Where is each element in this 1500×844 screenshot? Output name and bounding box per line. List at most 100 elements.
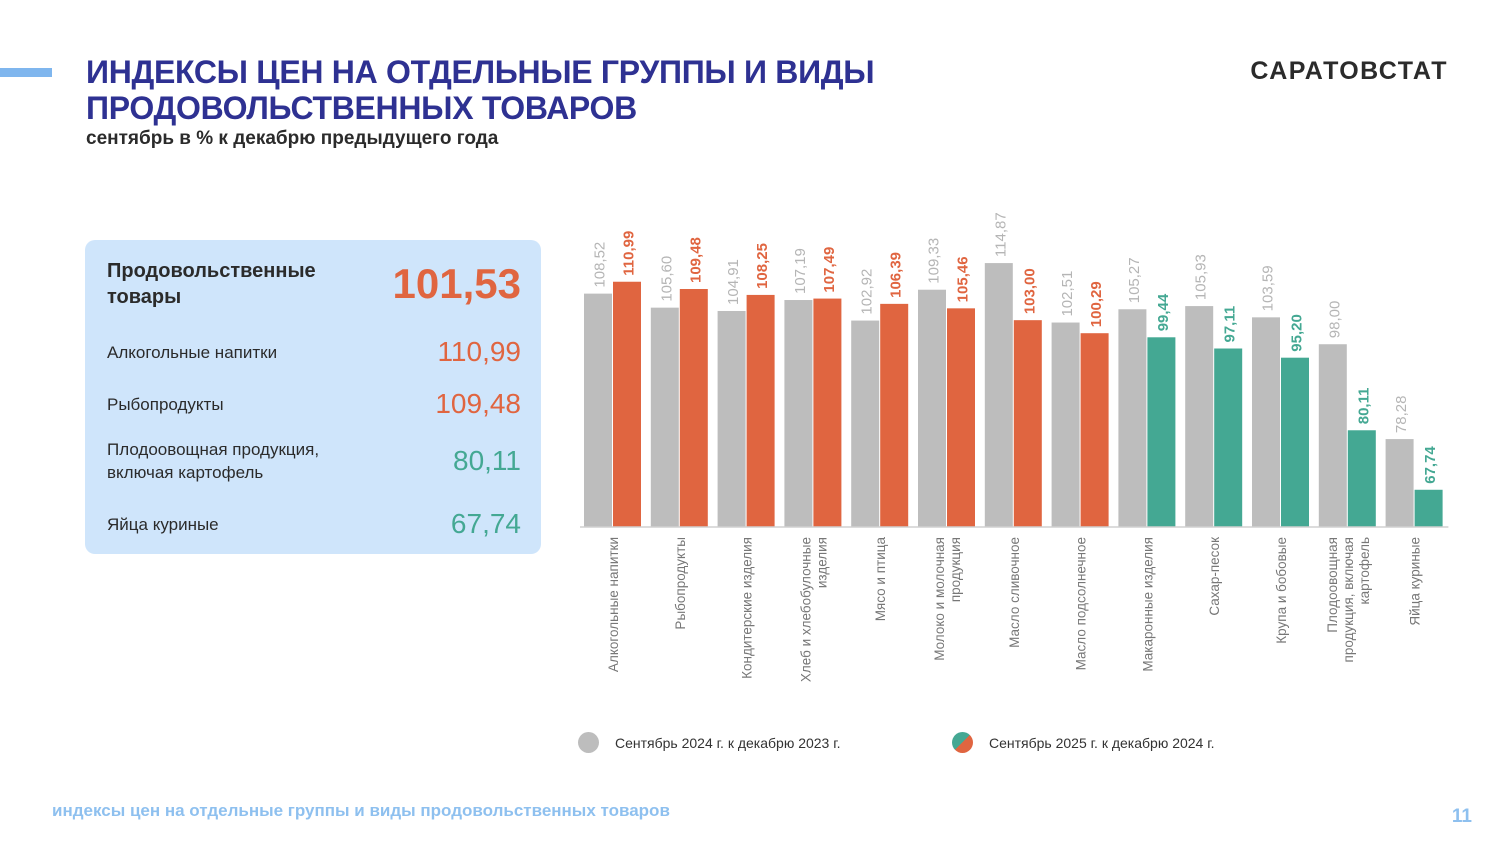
- data-label-2025: 99,44: [1155, 293, 1172, 331]
- category-label: Алкогольные напитки: [606, 537, 621, 672]
- summary-row-value: 110,99: [437, 336, 521, 367]
- category-label: Рыбопродукты: [673, 537, 688, 630]
- summary-row: Алкогольные напитки 110,99: [107, 336, 521, 368]
- bar-2025: [813, 298, 842, 527]
- bar-2025: [746, 294, 775, 527]
- category-label: Яйца куриные: [1408, 537, 1423, 626]
- bar-2025: [1013, 320, 1042, 527]
- summary-main-label-line2: товары: [107, 286, 182, 308]
- category-label: Мясо и птица: [873, 537, 888, 622]
- category-label: Макаронные изделия: [1140, 537, 1155, 672]
- category-label: Сахар-песок: [1207, 537, 1222, 616]
- data-label-2025: 100,29: [1088, 281, 1105, 327]
- summary-row: Рыбопродукты 109,48: [107, 388, 521, 420]
- bar-2024: [984, 263, 1013, 527]
- data-label-2024: 105,60: [658, 256, 675, 302]
- summary-panel: Продовольственные товары 101,53 Алкоголь…: [85, 240, 541, 554]
- data-label-2024: 103,59: [1260, 265, 1277, 311]
- category-label: Молоко и молочная: [932, 537, 947, 661]
- bar-2025: [1147, 337, 1176, 527]
- data-label-2025: 103,00: [1021, 268, 1038, 314]
- legend-item-2025: Сентябрь 2025 г. к декабрю 2024 г.: [952, 732, 1215, 753]
- category-label: Хлеб и хлебобулочные: [798, 537, 813, 682]
- legend-label-2025: Сентябрь 2025 г. к декабрю 2024 г.: [989, 734, 1215, 751]
- bar-2025: [947, 308, 975, 527]
- category-label: Кондитерские изделия: [740, 537, 755, 679]
- bar-2025: [679, 289, 708, 527]
- accent-bar: [0, 68, 52, 77]
- bar-2024: [717, 310, 746, 527]
- bar-2024: [784, 300, 813, 527]
- summary-main-row: Продовольственные товары 101,53: [107, 258, 521, 310]
- bar-chart: 108,52 110,99 Алкогольные напитки 105,60 109…: [580, 212, 1449, 682]
- summary-main-label: Продовольственные товары: [107, 258, 316, 310]
- bar-2024: [1385, 439, 1414, 527]
- summary-row-label-line2: включая картофель: [107, 463, 264, 482]
- bar-2024: [1185, 306, 1214, 527]
- summary-row-label: Яйца куриные: [107, 514, 219, 534]
- bar-2024: [1252, 317, 1280, 527]
- data-label-2025: 109,48: [687, 237, 704, 283]
- legend-label-2024: Сентябрь 2024 г. к декабрю 2023 г.: [615, 734, 841, 751]
- category-label: продукция: [948, 537, 963, 602]
- bar-2024: [1318, 344, 1347, 527]
- data-label-2025: 107,49: [821, 247, 838, 293]
- data-label-2025: 95,20: [1289, 314, 1306, 352]
- data-label-2024: 105,27: [1126, 257, 1143, 303]
- page-subtitle: сентябрь в % к декабрю предыдущего года: [86, 128, 499, 149]
- category-label: Масло сливочное: [1007, 537, 1022, 648]
- footer-caption: индексы цен на отдельные группы и виды п…: [52, 801, 670, 820]
- bar-2024: [1051, 322, 1080, 527]
- data-label-2024: 102,51: [1059, 271, 1076, 317]
- bar-2024: [1118, 309, 1147, 527]
- legend-swatch-bicolor: [952, 732, 973, 753]
- bar-2024: [584, 293, 612, 527]
- bar-2025: [1214, 348, 1243, 527]
- legend-item-2024: Сентябрь 2024 г. к декабрю 2023 г.: [578, 732, 841, 753]
- page-title: ИНДЕКСЫ ЦЕН НА ОТДЕЛЬНЫЕ ГРУППЫ И ВИДЫ П…: [86, 54, 875, 126]
- summary-row-label: Рыбопродукты: [107, 394, 224, 414]
- data-label-2024: 114,87: [992, 212, 1009, 257]
- bar-2025: [1347, 430, 1376, 527]
- data-label-2025: 67,74: [1422, 446, 1439, 484]
- data-label-2025: 110,99: [621, 231, 638, 276]
- data-label-2025: 80,11: [1355, 388, 1372, 425]
- bar-2025: [1414, 489, 1443, 527]
- summary-row-value: 67,74: [450, 508, 521, 539]
- bar-2024: [851, 320, 880, 527]
- summary-row: Плодоовощная продукция, включая картофел…: [107, 438, 521, 484]
- data-label-2025: 105,46: [955, 256, 972, 302]
- data-label-2025: 97,11: [1222, 306, 1239, 343]
- category-label: Крупа и бобовые: [1274, 537, 1289, 644]
- page-title-line1: ИНДЕКСЫ ЦЕН НА ОТДЕЛЬНЫЕ ГРУППЫ И ВИДЫ: [86, 54, 875, 90]
- data-label-2024: 109,33: [926, 238, 943, 284]
- data-label-2024: 108,52: [592, 242, 609, 288]
- data-label-2025: 106,39: [888, 252, 905, 298]
- legend-swatch-gray: [578, 732, 599, 753]
- page-title-line2: ПРОДОВОЛЬСТВЕННЫХ ТОВАРОВ: [86, 90, 637, 126]
- summary-row-value: 109,48: [435, 388, 521, 419]
- page-number: 11: [1451, 806, 1472, 827]
- data-label-2024: 105,93: [1193, 254, 1210, 300]
- summary-row-label: Алкогольные напитки: [107, 342, 278, 362]
- data-label-2024: 98,00: [1326, 301, 1343, 339]
- summary-row: Яйца куриные 67,74: [107, 508, 521, 540]
- summary-main-label-line1: Продовольственные: [107, 260, 316, 282]
- brand-logo: САРАТОВСТАТ: [1250, 57, 1448, 85]
- data-label-2024: 107,19: [792, 248, 809, 294]
- summary-main-value: 101,53: [392, 260, 521, 307]
- bar-2025: [613, 281, 641, 527]
- category-label: Плодоовощная: [1325, 537, 1340, 633]
- category-label: продукция, включая: [1341, 537, 1356, 662]
- category-label: Масло подсолнечное: [1074, 537, 1089, 670]
- bar-2025: [1080, 333, 1109, 527]
- category-label: изделия: [814, 537, 829, 588]
- bar-2024: [650, 307, 679, 527]
- bar-2025: [880, 303, 909, 527]
- bar-2024: [918, 289, 946, 527]
- summary-row-label-line1: Плодоовощная продукция,: [107, 440, 320, 459]
- category-label: картофель: [1357, 537, 1372, 605]
- bar-2025: [1281, 357, 1309, 527]
- summary-row-label: Плодоовощная продукция, включая картофел…: [107, 438, 319, 484]
- data-label-2024: 102,92: [859, 269, 876, 315]
